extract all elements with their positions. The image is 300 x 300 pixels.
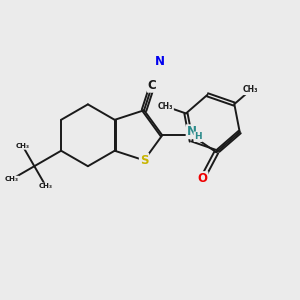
Text: N: N (187, 125, 196, 138)
Text: H: H (194, 132, 202, 141)
Text: CH₃: CH₃ (158, 102, 173, 111)
Text: O: O (197, 172, 207, 185)
Text: CH₃: CH₃ (243, 85, 258, 94)
Text: CH₃: CH₃ (16, 143, 30, 149)
Text: CH₃: CH₃ (39, 183, 53, 189)
Text: N: N (155, 55, 165, 68)
Text: CH₃: CH₃ (4, 176, 19, 182)
Text: C: C (148, 79, 157, 92)
Text: S: S (140, 154, 148, 167)
